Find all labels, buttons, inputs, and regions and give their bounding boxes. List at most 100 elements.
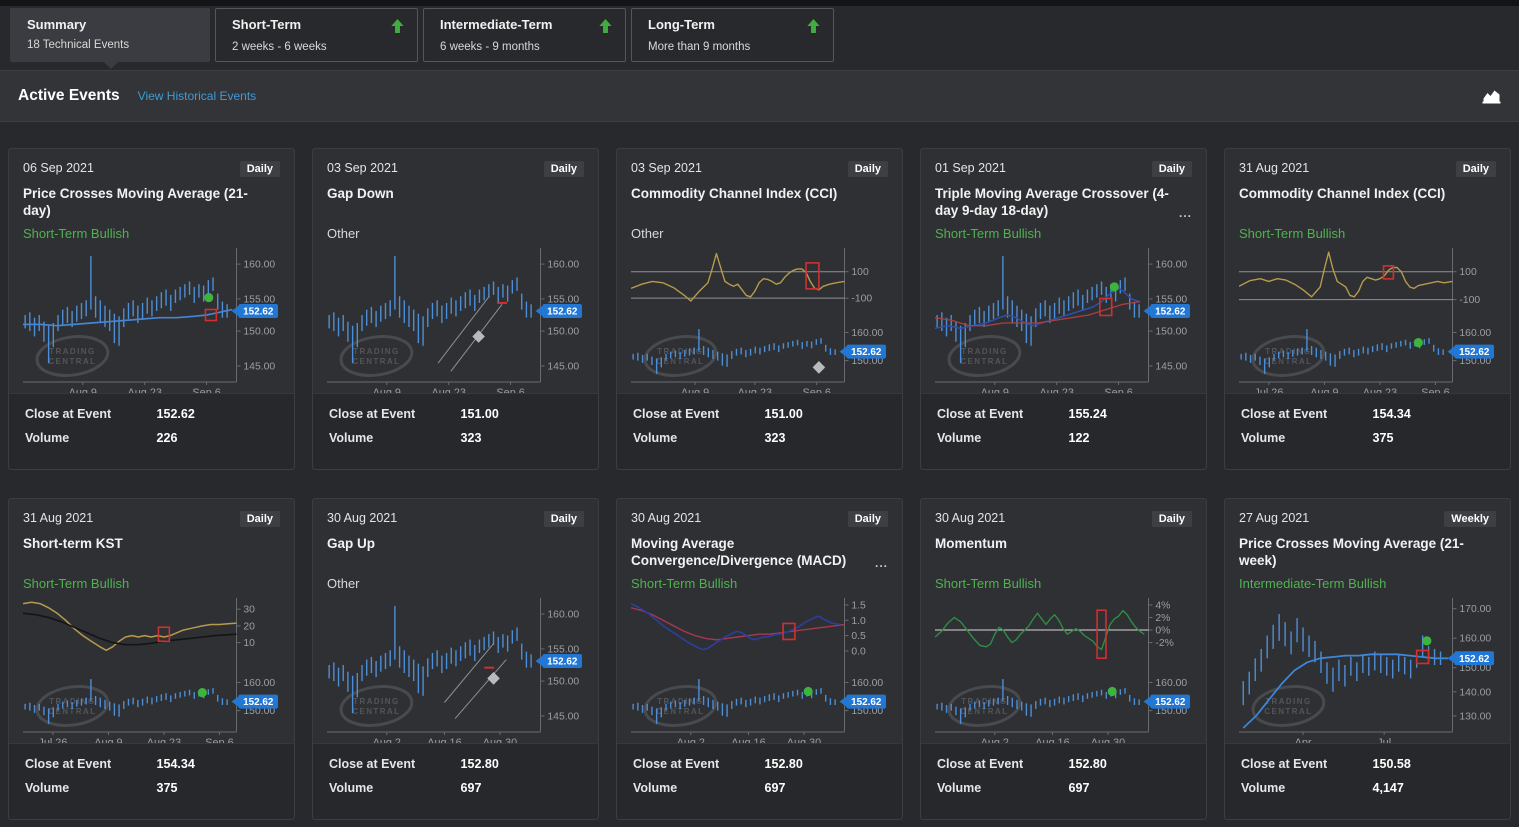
close-at-event-value: 154.34: [156, 757, 195, 771]
svg-text:155.00: 155.00: [547, 294, 579, 305]
svg-text:TRADING: TRADING: [657, 697, 703, 706]
event-title: Momentum: [935, 535, 1192, 573]
event-card[interactable]: 06 Sep 2021 Daily Price Crosses Moving A…: [8, 148, 295, 470]
svg-text:145.00: 145.00: [547, 711, 579, 722]
close-at-event-row: Close at Event 152.62: [25, 407, 278, 421]
svg-text:160.00: 160.00: [1155, 260, 1187, 271]
svg-text:150.00: 150.00: [1155, 706, 1187, 717]
volume-value: 375: [156, 781, 178, 795]
volume-row: Volume 697: [937, 781, 1190, 795]
tab-summary[interactable]: Summary 18 Technical Events: [10, 8, 210, 69]
volume-label: Volume: [1241, 431, 1286, 445]
volume-label: Volume: [329, 781, 374, 795]
volume-label: Volume: [937, 781, 982, 795]
periodicity-badge: Daily: [543, 161, 584, 177]
area-chart-icon[interactable]: [1482, 89, 1501, 104]
volume-row: Volume 122: [937, 431, 1190, 445]
event-card[interactable]: 03 Sep 2021 Daily Gap Down Other TRADING…: [312, 148, 599, 470]
close-at-event-value: 152.80: [460, 757, 499, 771]
event-chart: TRADINGCENTRALAug 9Aug 23Sep 6100-100160…: [631, 248, 888, 402]
card-footer: Close at Event 151.00 Volume 323: [313, 393, 598, 469]
periodicity-badge: Daily: [847, 511, 888, 527]
event-card[interactable]: 30 Aug 2021 Daily Moving Average Converg…: [616, 498, 903, 820]
svg-text:CENTRAL: CENTRAL: [48, 357, 96, 366]
more-options-button[interactable]: ...: [874, 555, 888, 570]
close-at-event-row: Close at Event 154.34: [25, 757, 278, 771]
close-at-event-row: Close at Event 150.58: [1241, 757, 1494, 771]
event-date: 31 Aug 2021: [1239, 161, 1310, 175]
svg-text:TRADING: TRADING: [353, 347, 399, 356]
event-card[interactable]: 01 Sep 2021 Daily Triple Moving Average …: [920, 148, 1207, 470]
event-title-text: Price Crosses Moving Average (21-day): [23, 186, 248, 219]
svg-text:0%: 0%: [1155, 626, 1170, 637]
event-chart: TRADINGCENTRALAug 9Aug 23Sep 6160.00155.…: [23, 248, 280, 402]
event-card[interactable]: 30 Aug 2021 Daily Momentum Short-Term Bu…: [920, 498, 1207, 820]
svg-text:160.00: 160.00: [243, 678, 275, 689]
close-at-event-row: Close at Event 154.34: [1241, 407, 1494, 421]
event-chart: TRADINGCENTRALAug 9Aug 23Sep 6160.00155.…: [935, 248, 1192, 402]
event-classification: Short-Term Bullish: [23, 226, 130, 241]
close-at-event-value: 152.62: [156, 407, 195, 421]
event-title: Commodity Channel Index (CCI): [631, 185, 888, 223]
close-at-event-label: Close at Event: [633, 757, 720, 771]
svg-text:TRADING: TRADING: [49, 347, 95, 356]
svg-text:152.62: 152.62: [243, 306, 274, 317]
volume-label: Volume: [329, 431, 374, 445]
close-at-event-row: Close at Event 151.00: [329, 407, 582, 421]
periodicity-badge: Daily: [1151, 511, 1192, 527]
event-card[interactable]: 31 Aug 2021 Daily Short-term KST Short-T…: [8, 498, 295, 820]
svg-text:CENTRAL: CENTRAL: [1264, 707, 1312, 716]
event-date: 30 Aug 2021: [327, 511, 398, 525]
event-chart: TRADINGCENTRALAug 2Aug 16Aug 301.51.00.5…: [631, 598, 888, 752]
svg-text:TRADING: TRADING: [1265, 697, 1311, 706]
close-at-event-value: 152.80: [764, 757, 803, 771]
up-arrow-icon: [806, 17, 821, 34]
tab-intermediate-term[interactable]: Intermediate-Term 6 weeks - 9 months: [423, 8, 626, 62]
event-title: Commodity Channel Index (CCI): [1239, 185, 1496, 223]
svg-text:152.62: 152.62: [1459, 654, 1490, 665]
tab-short-term[interactable]: Short-Term 2 weeks - 6 weeks: [215, 8, 418, 62]
event-chart: TRADINGCENTRALAprJul170.00160.00150.0014…: [1239, 598, 1496, 752]
volume-label: Volume: [633, 781, 678, 795]
svg-text:140.00: 140.00: [1459, 687, 1491, 698]
svg-text:TRADING: TRADING: [657, 347, 703, 356]
event-title-text: Gap Up: [327, 536, 376, 551]
svg-text:100: 100: [1459, 267, 1476, 278]
svg-text:152.62: 152.62: [547, 306, 578, 317]
svg-text:150.00: 150.00: [1459, 663, 1491, 674]
card-footer: Close at Event 152.62 Volume 226: [9, 393, 294, 469]
event-card[interactable]: 30 Aug 2021 Daily Gap Up Other TRADING CE…: [312, 498, 599, 820]
volume-value: 697: [460, 781, 482, 795]
tab-long-term[interactable]: Long-Term More than 9 months: [631, 8, 834, 62]
svg-text:170.00: 170.00: [1459, 604, 1491, 615]
event-chart: TRADINGCENTRALJul 26Aug 9Aug 23Sep 6100-…: [1239, 248, 1496, 402]
event-date: 03 Sep 2021: [631, 161, 702, 175]
card-header: 30 Aug 2021 Daily: [631, 511, 888, 533]
volume-row: Volume 323: [633, 431, 886, 445]
more-options-button[interactable]: ...: [1178, 205, 1192, 220]
card-footer: Close at Event 154.34 Volume 375: [1225, 393, 1510, 469]
event-card[interactable]: 03 Sep 2021 Daily Commodity Channel Inde…: [616, 148, 903, 470]
tab-subtitle: 18 Technical Events: [27, 39, 130, 51]
event-card[interactable]: 27 Aug 2021 Weekly Price Crosses Moving …: [1224, 498, 1511, 820]
card-footer: Close at Event 152.80 Volume 697: [921, 743, 1206, 819]
volume-row: Volume 697: [633, 781, 886, 795]
event-card[interactable]: 31 Aug 2021 Daily Commodity Channel Inde…: [1224, 148, 1511, 470]
event-title-text: Short-term KST: [23, 536, 123, 551]
event-chart: TRADINGCENTRALAug 2Aug 16Aug 304%2%0%-2%…: [935, 598, 1192, 752]
svg-text:152.62: 152.62: [851, 697, 882, 708]
volume-value: 697: [1068, 781, 1090, 795]
card-footer: Close at Event 151.00 Volume 323: [617, 393, 902, 469]
view-historical-events-link[interactable]: View Historical Events: [137, 89, 257, 103]
event-title-text: Momentum: [935, 536, 1007, 551]
svg-text:160.00: 160.00: [1459, 634, 1491, 645]
volume-value: 226: [156, 431, 178, 445]
svg-text:160.00: 160.00: [1155, 678, 1187, 689]
periodicity-badge: Daily: [1455, 161, 1496, 177]
periodicity-badge: Daily: [1151, 161, 1192, 177]
event-classification: Intermediate-Term Bullish: [1239, 576, 1387, 591]
volume-row: Volume 323: [329, 431, 582, 445]
close-at-event-value: 152.80: [1068, 757, 1107, 771]
card-header: 31 Aug 2021 Daily: [23, 511, 280, 533]
svg-text:160.00: 160.00: [547, 610, 579, 621]
